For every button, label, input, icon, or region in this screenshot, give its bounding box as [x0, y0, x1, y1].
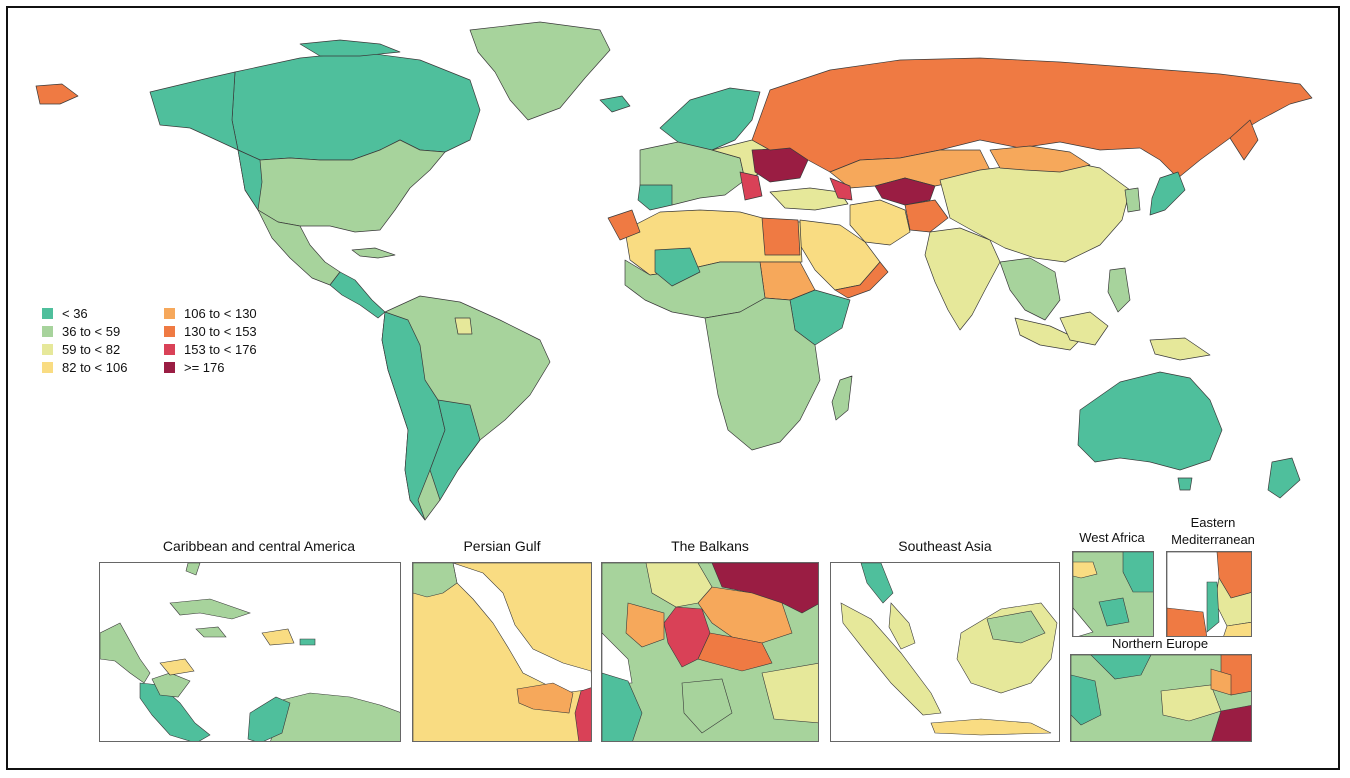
region-caucasus: [829, 177, 853, 201]
legend-label: 130 to < 153: [184, 324, 257, 339]
inset-northern-europe: [1070, 654, 1252, 742]
legend-swatch: [164, 308, 175, 319]
region-balkans-south: [739, 171, 763, 201]
inset-title-balkans: The Balkans: [671, 538, 749, 554]
region-iceland: [599, 95, 631, 113]
region-uzbek: [874, 177, 936, 206]
legend-label: 59 to < 82: [62, 342, 121, 357]
legend-item: 153 to < 176: [164, 342, 257, 357]
legend-item: 130 to < 153: [164, 324, 257, 339]
inset-title-caribbean: Caribbean and central America: [162, 538, 356, 554]
region-scandinavia: [659, 87, 761, 151]
inset-eastern-mediterranean: [1166, 551, 1252, 637]
region-png: [1149, 337, 1211, 361]
region-canada-arctic: [299, 39, 401, 57]
region-yemen: [834, 261, 889, 299]
legend-label: >= 176: [184, 360, 225, 375]
inset-title-persian-gulf: Persian Gulf: [463, 538, 541, 554]
region-russia-kamchatka: [1229, 119, 1259, 161]
region-tasmania: [1177, 477, 1193, 491]
legend-label: 153 to < 176: [184, 342, 257, 357]
figure-frame: [6, 6, 1340, 770]
legend-item: 106 to < 130: [164, 306, 257, 321]
region-central-america: [329, 271, 386, 319]
region-borneo: [1059, 311, 1109, 346]
region-afghanistan: [904, 199, 949, 233]
region-madagascar: [831, 375, 853, 421]
legend-swatch: [42, 362, 53, 373]
legend-item: >= 176: [164, 360, 225, 375]
legend-item: 59 to < 82: [42, 342, 120, 357]
region-philippines: [1107, 267, 1131, 313]
region-andes-west: [381, 311, 446, 521]
region-australia: [1077, 371, 1223, 471]
region-alaska: [149, 71, 239, 151]
region-canada: [231, 51, 481, 161]
region-cuba: [351, 247, 396, 259]
inset-persian-gulf: [412, 562, 592, 742]
region-new-zealand: [1267, 457, 1301, 499]
legend-swatch: [164, 326, 175, 337]
inset-caribbean: [99, 562, 401, 742]
region-iberia: [637, 184, 673, 211]
legend-swatch: [42, 308, 53, 319]
legend-label: 36 to < 59: [62, 324, 121, 339]
region-iran: [849, 199, 911, 246]
legend-label: 82 to < 106: [62, 360, 128, 375]
region-russia-westedge: [35, 83, 79, 105]
region-japan: [1149, 171, 1186, 216]
legend-label: 106 to < 130: [184, 306, 257, 321]
region-argentina: [429, 399, 481, 501]
legend-swatch: [164, 344, 175, 355]
region-egypt: [761, 217, 801, 256]
legend-item: 82 to < 106: [42, 360, 127, 375]
region-india: [924, 227, 1001, 331]
inset-southeast-asia: [830, 562, 1060, 742]
region-turkey-caucasus: [769, 187, 849, 211]
region-korea: [1124, 187, 1141, 213]
inset-balkans: [601, 562, 819, 742]
region-mongolia: [989, 145, 1091, 173]
legend-swatch: [42, 326, 53, 337]
inset-title-eastern-mediterranean: Eastern Mediterranean: [1171, 515, 1255, 547]
legend-swatch: [42, 344, 53, 355]
region-central-south-africa: [704, 297, 821, 451]
inset-west-africa: [1072, 551, 1154, 637]
legend-item: 36 to < 59: [42, 324, 120, 339]
legend-label: < 36: [62, 306, 88, 321]
region-russia: [751, 57, 1313, 179]
inset-title-southeast-asia: Southeast Asia: [898, 538, 992, 554]
legend-swatch: [164, 362, 175, 373]
region-indonesia-west: [1014, 317, 1081, 351]
inset-title-northern-europe: Northern Europe: [1111, 636, 1209, 651]
region-usa-west: [237, 149, 263, 211]
region-guyana: [454, 317, 473, 335]
legend-item: < 36: [42, 306, 88, 321]
region-greenland: [469, 21, 611, 121]
region-north-africa-west: [607, 209, 641, 241]
region-southeast-mainland: [999, 257, 1061, 321]
region-mali: [654, 247, 701, 287]
inset-title-west-africa: West Africa: [1079, 530, 1145, 545]
